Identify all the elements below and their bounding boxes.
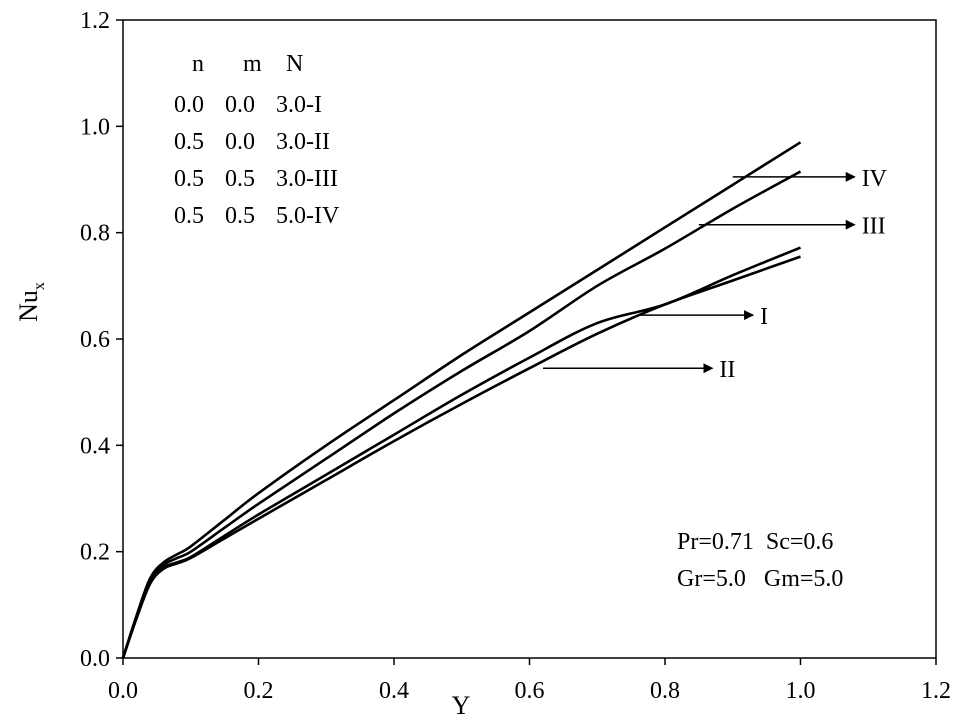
y-tick-label: 0.0 bbox=[80, 646, 110, 672]
y-axis-title-subscript: x bbox=[31, 282, 48, 290]
legend-row-2-n: 0.5 bbox=[174, 129, 204, 155]
x-tick-label: 1.2 bbox=[921, 678, 951, 704]
annotation-label-iv: IV bbox=[862, 166, 888, 192]
legend-row-3-m: 0.5 bbox=[225, 166, 255, 192]
x-tick-label: 0.0 bbox=[108, 678, 138, 704]
series-line-iii bbox=[121, 170, 802, 659]
legend-row: 0.5 0.5 3.0-III bbox=[174, 166, 338, 192]
legend-header: n m N bbox=[192, 51, 303, 77]
legend-row: 0.5 0.5 5.0-IV bbox=[174, 203, 340, 229]
legend-header-n: n bbox=[192, 51, 204, 77]
series-line-ii bbox=[121, 255, 801, 659]
legend: n m N 0.0 0.0 3.0-I 0.5 0.0 3.0-II 0.5 0… bbox=[174, 51, 340, 229]
annotation-label-ii: II bbox=[719, 357, 735, 383]
y-axis-title-main: Nu bbox=[14, 290, 43, 322]
legend-row: 0.0 0.0 3.0-I bbox=[174, 92, 322, 118]
legend-row-3-N: 3.0-III bbox=[276, 166, 338, 192]
axes: 0.0 0.2 0.4 0.6 0.8 1.0 1.2 0.0 0.2 0.4 0.6 0.8 1.0 1… bbox=[80, 8, 951, 704]
data-series bbox=[121, 141, 802, 659]
legend-row-3-n: 0.5 bbox=[174, 166, 204, 192]
parameter-box: Pr=0.71 Sc=0.6 Gr=5.0 Gm=5.0 bbox=[677, 529, 843, 592]
legend-row-4-N: 5.0-IV bbox=[276, 203, 340, 229]
y-tick-label: 1.2 bbox=[80, 8, 110, 34]
x-axis-title: Y bbox=[452, 691, 471, 720]
x-tick-label: 0.2 bbox=[244, 678, 274, 704]
parameter-line-1: Pr=0.71 Sc=0.6 bbox=[677, 529, 833, 555]
legend-row-4-m: 0.5 bbox=[225, 203, 255, 229]
x-tick-label: 0.6 bbox=[515, 678, 545, 704]
y-tick-label: 0.6 bbox=[80, 327, 110, 353]
x-tick-label: 1.0 bbox=[786, 678, 816, 704]
legend-row-2-N: 3.0-II bbox=[276, 129, 330, 155]
y-axis-title: Nux bbox=[14, 282, 48, 322]
series-line-i bbox=[121, 246, 801, 659]
x-tick-label: 0.4 bbox=[379, 678, 409, 704]
annotation-label-i: I bbox=[760, 304, 768, 330]
y-tick-label: 0.8 bbox=[80, 221, 110, 247]
legend-header-m: m bbox=[243, 51, 262, 77]
legend-row-2-m: 0.0 bbox=[225, 129, 255, 155]
y-tick-label: 1.0 bbox=[80, 114, 110, 140]
legend-header-N: N bbox=[286, 51, 303, 77]
legend-row-1-m: 0.0 bbox=[225, 92, 255, 118]
legend-row-1-n: 0.0 bbox=[174, 92, 204, 118]
annotation-label-iii: III bbox=[862, 214, 886, 240]
y-tick-label: 0.4 bbox=[80, 433, 110, 459]
legend-row: 0.5 0.0 3.0-II bbox=[174, 129, 330, 155]
x-tick-label: 0.8 bbox=[650, 678, 680, 704]
legend-row-1-N: 3.0-I bbox=[276, 92, 322, 118]
parameter-line-2: Gr=5.0 Gm=5.0 bbox=[677, 566, 843, 592]
y-tick-label: 0.2 bbox=[80, 540, 110, 566]
series-line-iv bbox=[121, 141, 802, 659]
legend-row-4-n: 0.5 bbox=[174, 203, 204, 229]
